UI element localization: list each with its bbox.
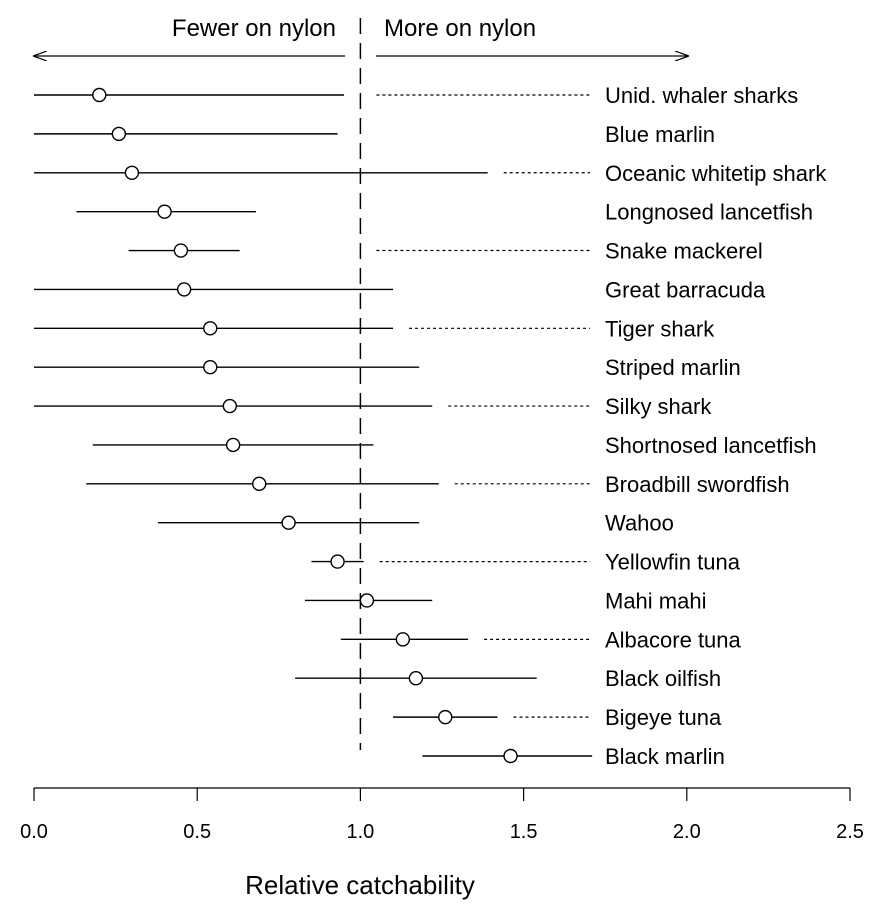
x-tick-label: 2.0 [673, 821, 701, 843]
estimate-point [408, 671, 424, 686]
estimate-point [203, 321, 218, 336]
row-albacore-tuna: Albacore tuna [340, 627, 742, 652]
row-striped-marlin: Striped marlin [34, 355, 741, 380]
row-label: Striped marlin [605, 355, 741, 380]
estimate-point [438, 709, 453, 725]
direction-label-left: Fewer on nylon [172, 15, 336, 42]
row-great-barracuda: Great barracuda [34, 277, 766, 302]
row-oceanic-whitetip-shark: Oceanic whitetip shark [34, 161, 827, 186]
row-label: Wahoo [605, 511, 674, 536]
estimate-point [395, 632, 411, 647]
row-label: Shortnosed lancetfish [605, 433, 817, 458]
estimate-point [92, 87, 107, 103]
estimate-point [359, 593, 375, 608]
row-label: Blue marlin [605, 122, 715, 147]
row-yellowfin-tuna: Yellowfin tuna [311, 550, 741, 575]
row-snake-mackerel: Snake mackerel [128, 239, 763, 264]
x-tick-label: 0.0 [20, 821, 48, 843]
row-label: Oceanic whitetip shark [605, 161, 827, 186]
direction-label-right: More on nylon [384, 15, 536, 42]
row-label: Snake mackerel [605, 239, 763, 264]
estimate-point [281, 515, 296, 530]
estimate-point [503, 748, 518, 764]
x-tick-label: 1.5 [510, 821, 538, 843]
direction-annotations: Fewer on nylon More on nylon [34, 15, 688, 56]
row-bigeye-tuna: Bigeye tuna [393, 705, 722, 730]
x-tick-label: 0.5 [183, 821, 211, 843]
estimate-point [124, 165, 140, 180]
row-tiger-shark: Tiger shark [34, 316, 715, 341]
x-axis-ticks: 0.0 0.5 1.0 1.5 2.0 2.5 [20, 788, 864, 843]
x-tick-label: 1.0 [346, 821, 374, 843]
row-label: Great barracuda [605, 277, 766, 302]
row-black-oilfish: Black oilfish [295, 666, 721, 691]
estimate-point [330, 554, 345, 569]
row-label: Broadbill swordfish [605, 472, 790, 497]
row-broadbill-swordfish: Broadbill swordfish [86, 472, 790, 497]
x-tick-label: 2.5 [836, 821, 864, 843]
row-black-marlin: Black marlin [422, 744, 725, 769]
estimate-point [173, 243, 189, 258]
estimate-point [176, 282, 192, 297]
row-wahoo: Wahoo [158, 511, 674, 536]
plot-rows: Unid. whaler sharks Blue marlin Oceanic wh… [34, 83, 827, 769]
row-label: Silky shark [605, 394, 712, 419]
row-label: Tiger shark [605, 316, 715, 341]
x-axis-label: Relative catchability [245, 870, 475, 900]
estimate-point [222, 398, 238, 414]
row-label: Bigeye tuna [605, 705, 722, 730]
row-label: Black oilfish [605, 666, 721, 691]
row-mahi-mahi: Mahi mahi [304, 588, 706, 613]
row-silky-shark: Silky shark [34, 394, 712, 419]
row-label: Albacore tuna [605, 627, 742, 652]
x-axis: 0.0 0.5 1.0 1.5 2.0 2.5 Relative catchability [20, 787, 864, 900]
row-blue-marlin: Blue marlin [34, 122, 715, 147]
row-label: Black marlin [605, 744, 725, 769]
estimate-point [203, 359, 218, 375]
row-label: Yellowfin tuna [605, 550, 741, 575]
estimate-point [111, 126, 127, 142]
row-label: Unid. whaler sharks [605, 83, 798, 108]
estimate-point [225, 437, 241, 453]
row-longnosed-lancetfish: Longnosed lancetfish [76, 200, 813, 225]
row-shortnosed-lancetfish: Shortnosed lancetfish [92, 433, 817, 458]
estimate-point [157, 204, 172, 219]
row-unid-whaler-sharks: Unid. whaler sharks [34, 83, 798, 108]
estimate-point [252, 476, 267, 492]
row-label: Mahi mahi [605, 588, 706, 613]
row-label: Longnosed lancetfish [605, 200, 813, 225]
